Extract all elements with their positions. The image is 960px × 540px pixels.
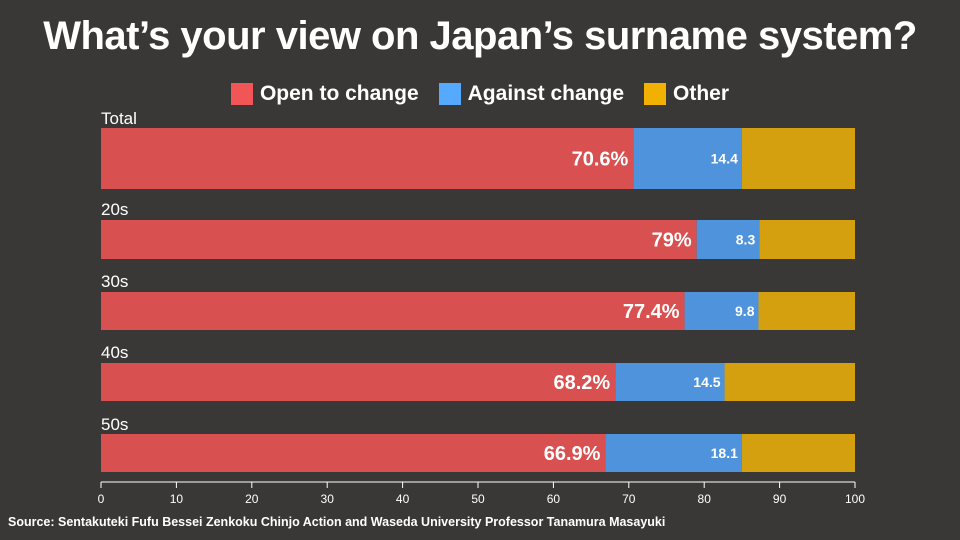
chart-title: What’s your view on Japan’s surname syst… [43, 14, 917, 58]
category-label: 20s [101, 200, 128, 219]
x-tick-label: 70 [622, 492, 636, 506]
legend-label-against: Against change [467, 82, 625, 105]
legend-label-open: Open to change [259, 82, 419, 105]
data-label-against: 14.4 [711, 151, 738, 167]
data-label-open: 66.9% [544, 443, 601, 465]
bar-segment [615, 363, 725, 401]
data-label-against: 9.8 [735, 303, 755, 319]
legend: Open to change Against change Other [0, 82, 960, 106]
x-tick-label: 20 [245, 492, 259, 506]
bar-segment [101, 220, 697, 259]
bar-segment [724, 363, 855, 401]
bar-segment [741, 128, 855, 189]
x-tick-label: 30 [321, 492, 335, 506]
data-label-open: 70.6% [572, 149, 629, 171]
legend-swatch-other [644, 83, 667, 105]
legend-swatch-open [230, 83, 253, 105]
bar-segment [101, 292, 685, 330]
x-tick-label: 40 [396, 492, 410, 506]
source-note: Source: Sentakuteki Fufu Bessei Zenkoku … [8, 515, 666, 529]
category-label: 50s [101, 415, 128, 434]
legend-item-open: Open to change [230, 82, 419, 106]
data-label-open: 68.2% [554, 372, 611, 394]
x-tick-label: 100 [845, 492, 865, 506]
legend-item-against: Against change [438, 82, 625, 106]
category-label: 30s [101, 272, 128, 291]
x-tick-label: 80 [698, 492, 712, 506]
x-tick-label: 50 [471, 492, 485, 506]
bar-segment [101, 128, 634, 189]
category-label: Total [101, 109, 137, 128]
x-tick-label: 90 [773, 492, 787, 506]
legend-label-other: Other [673, 82, 730, 105]
bar-segment [633, 128, 742, 189]
data-label-open: 77.4% [623, 301, 680, 323]
x-tick-label: 60 [547, 492, 561, 506]
data-label-against: 14.5 [693, 374, 720, 390]
data-label-against: 18.1 [711, 445, 738, 461]
data-label-open: 79% [652, 230, 692, 252]
x-tick-label: 10 [170, 492, 184, 506]
data-label-against: 8.3 [736, 232, 756, 248]
bar-segment [759, 220, 855, 259]
bar-segment [101, 363, 616, 401]
bar-segment [605, 434, 742, 472]
bar-segment [101, 434, 606, 472]
x-tick-label: 0 [98, 492, 105, 506]
category-label: 40s [101, 343, 128, 362]
bar-segment [684, 292, 759, 330]
bar-segment [758, 292, 855, 330]
bar-segment [696, 220, 760, 259]
bar-segment [741, 434, 855, 472]
legend-swatch-against [438, 83, 461, 105]
legend-item-other: Other [644, 82, 729, 106]
